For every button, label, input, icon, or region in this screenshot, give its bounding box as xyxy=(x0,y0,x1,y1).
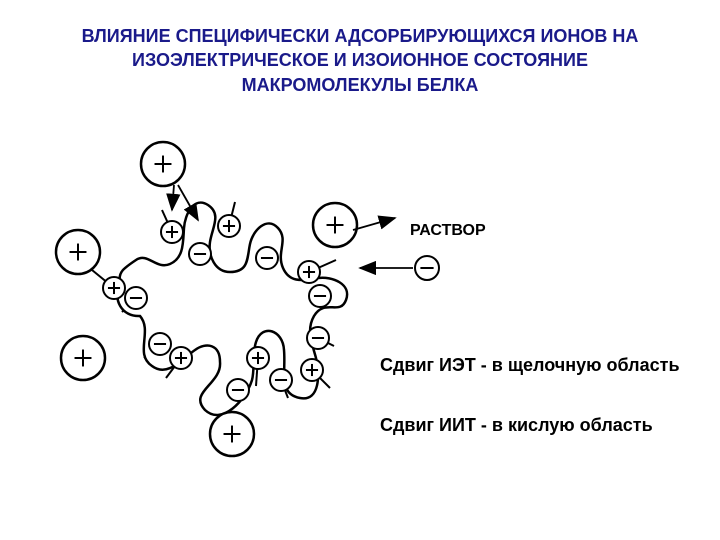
adsorbing-ion xyxy=(56,230,100,274)
protein-minus-charge xyxy=(270,369,292,391)
solution-ion xyxy=(415,256,439,280)
protein-minus-charge xyxy=(227,379,249,401)
protein-minus-charge xyxy=(307,327,329,349)
shift-iit-label: Сдвиг ИИТ - в кислую область xyxy=(380,415,653,436)
protein-plus-charge xyxy=(218,215,240,237)
adsorbing-ion xyxy=(141,142,185,186)
protein-plus-charge xyxy=(247,347,269,369)
adsorbing-ion xyxy=(313,203,357,247)
protein-minus-charge xyxy=(149,333,171,355)
protein-plus-charge xyxy=(301,359,323,381)
protein-minus-charge xyxy=(189,243,211,265)
diagram-canvas xyxy=(0,0,720,540)
adsorbing-ion xyxy=(210,412,254,456)
protein-minus-charge xyxy=(256,247,278,269)
shift-iet-label: Сдвиг ИЭТ - в щелочную область xyxy=(380,355,680,376)
arrow xyxy=(353,218,395,230)
adsorbing-ion xyxy=(61,336,105,380)
protein-plus-charge xyxy=(103,277,125,299)
protein-plus-charge xyxy=(170,347,192,369)
solution-label: РАСТВОР xyxy=(410,222,486,240)
protein-plus-charge xyxy=(161,221,183,243)
protein-minus-charge xyxy=(125,287,147,309)
arrow xyxy=(172,185,174,210)
protein-plus-charge xyxy=(298,261,320,283)
protein-minus-charge xyxy=(309,285,331,307)
